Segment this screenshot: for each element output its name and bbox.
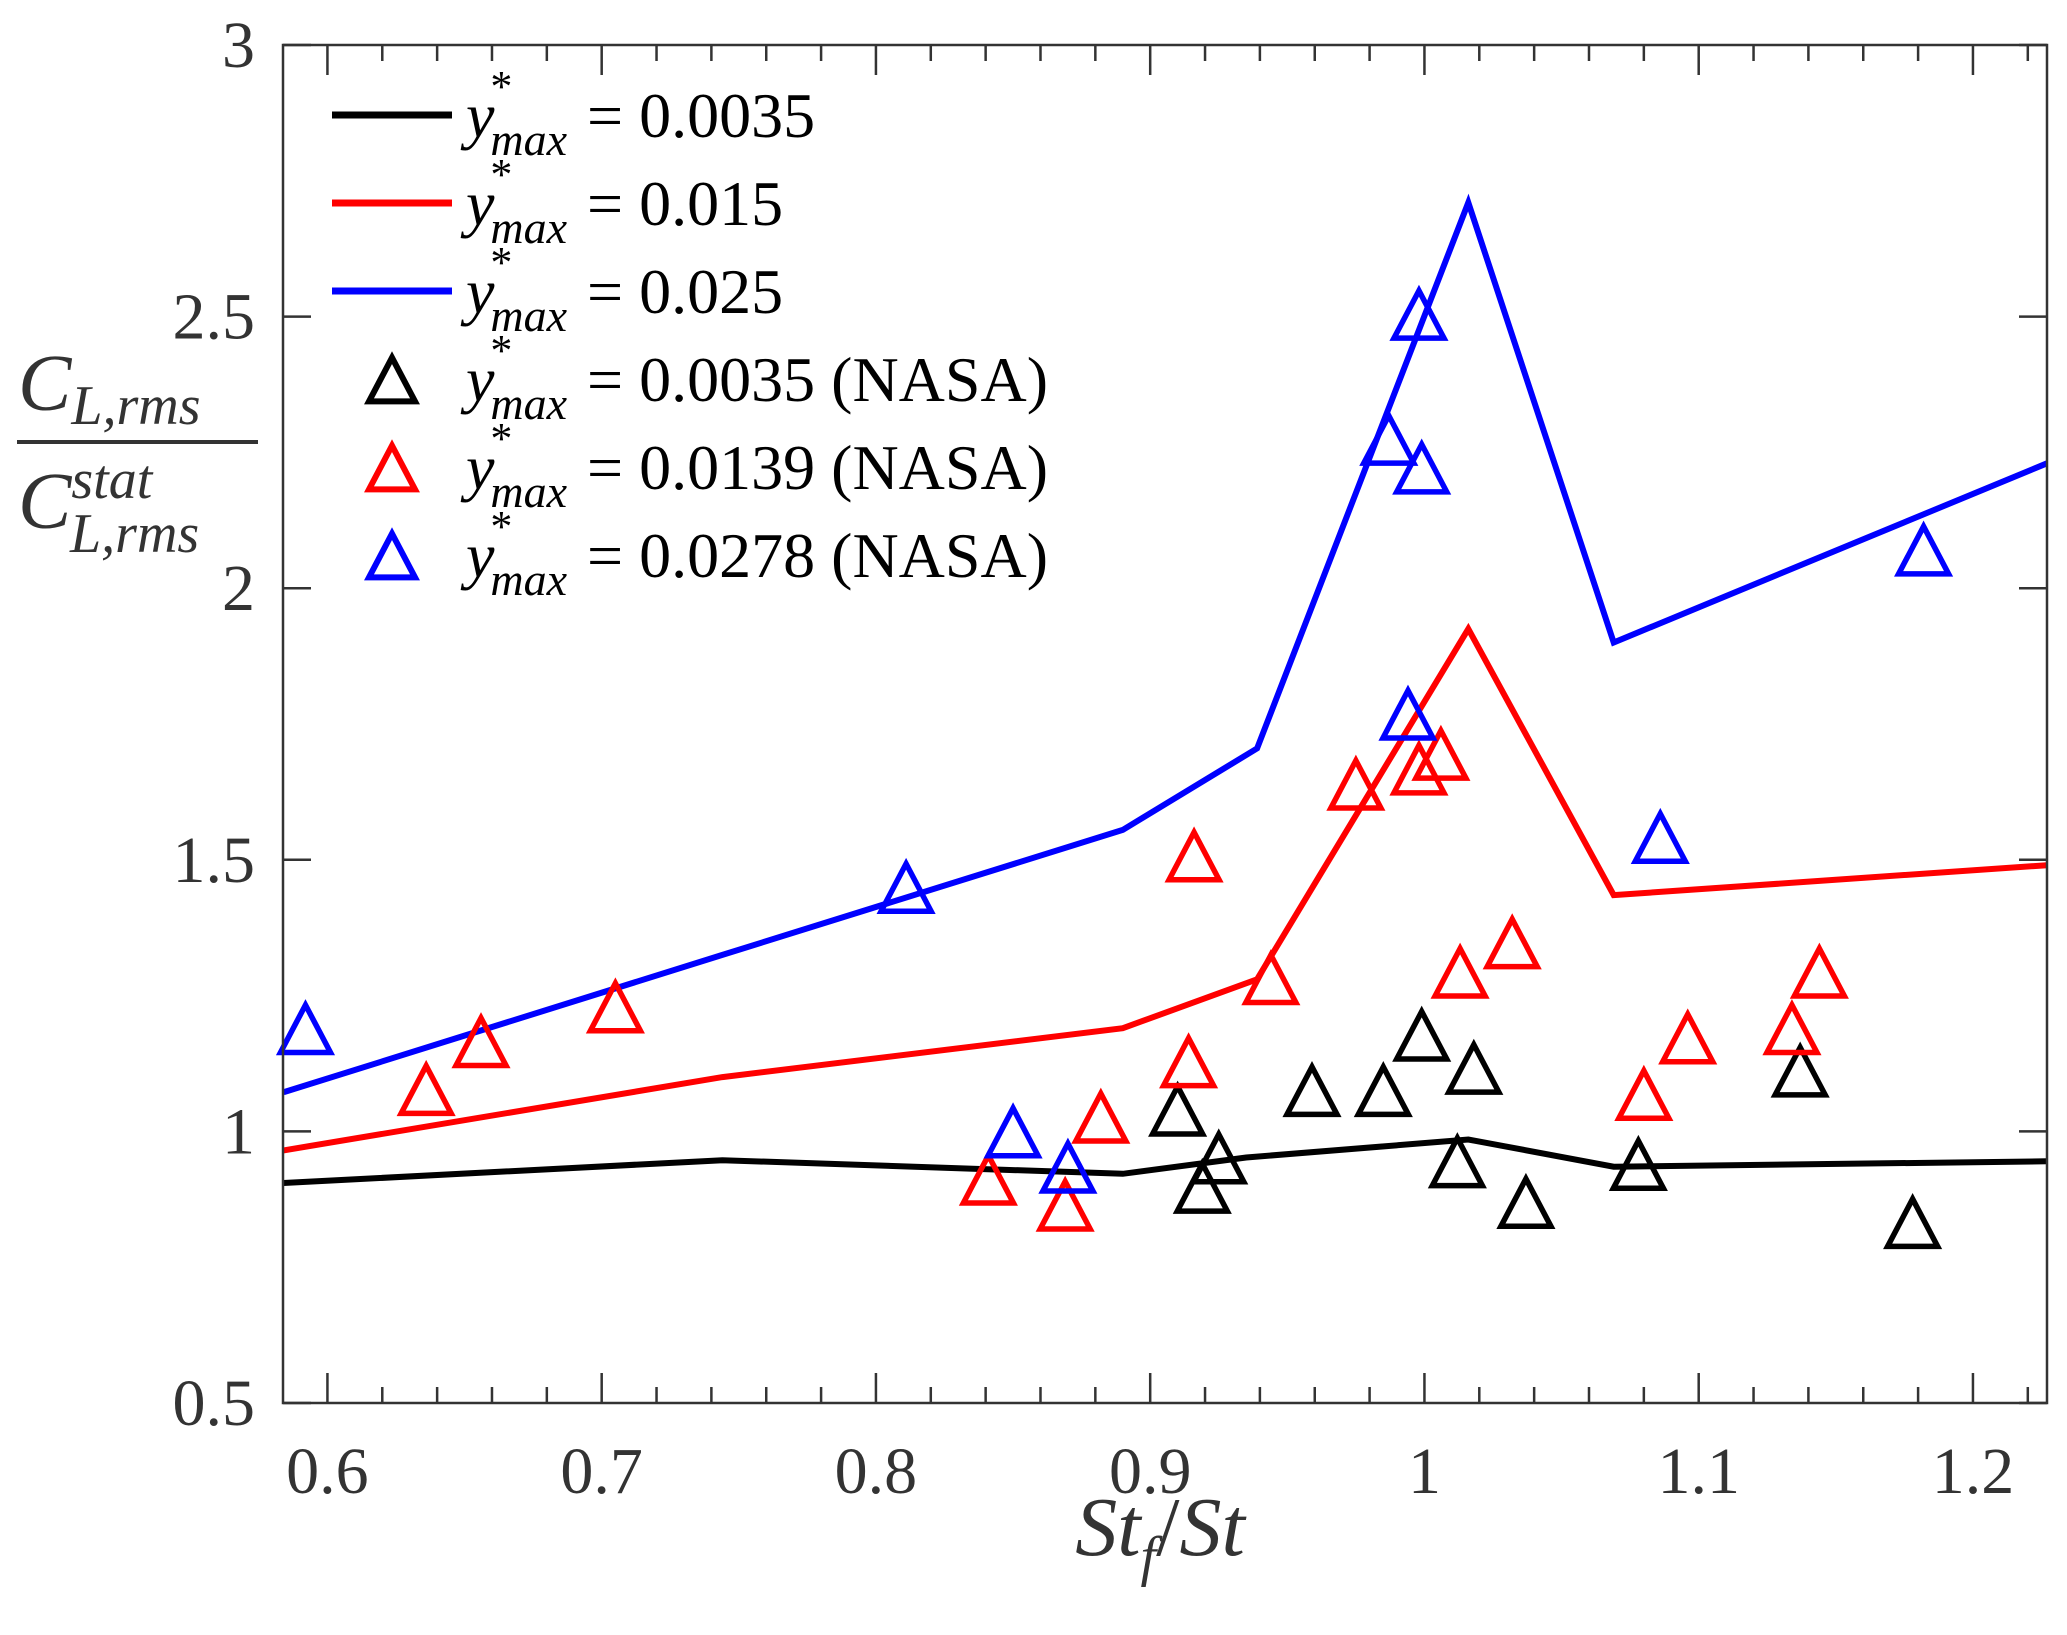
series-3-marker: [1172, 1157, 1232, 1214]
series-5-marker: [983, 1102, 1043, 1159]
y-tick-label: 3: [222, 9, 255, 82]
series-3-marker: [1392, 1005, 1452, 1062]
x-tick-label: 1.1: [1657, 1435, 1740, 1508]
legend-triangle-swatch: [364, 351, 420, 405]
x-tick-label: 0.8: [835, 1435, 918, 1508]
series-5-marker: [1378, 684, 1438, 741]
legend-item: y* max = 0.0035: [332, 62, 815, 165]
y-axis-label-denominator: Cstat: [18, 449, 154, 546]
x-tick-label: 0.6: [286, 1435, 369, 1508]
series-5-marker: [1038, 1137, 1098, 1194]
x-axis-label: Stf/St: [1075, 1481, 1247, 1588]
x-tick-label: 0.7: [560, 1435, 643, 1508]
legend-item: y* max = 0.0278 (NASA): [364, 502, 1048, 605]
series-4-marker: [1241, 949, 1301, 1006]
y-tick-label: 1.5: [173, 824, 256, 897]
series-4-marker: [585, 977, 645, 1034]
series-4-marker: [1658, 1008, 1718, 1065]
y-tick-label: 2: [222, 552, 255, 625]
y-tick-label: 0.5: [173, 1367, 256, 1440]
legend-item: y* max = 0.025: [332, 238, 783, 341]
series-4-marker: [1159, 1032, 1219, 1089]
y-tick-label: 2.5: [173, 281, 256, 354]
series-3-marker: [1444, 1038, 1504, 1095]
y-axis-label-numerator: CL,rms: [18, 340, 201, 437]
y-tick-label: 1: [222, 1095, 255, 1168]
series-4-marker: [1164, 826, 1224, 883]
x-tick-label: 1: [1408, 1435, 1441, 1508]
plot-markers: [275, 284, 1954, 1250]
series-4-marker: [1389, 739, 1449, 796]
legend-label: y* max = 0.025: [460, 238, 783, 341]
series-4-marker: [1762, 999, 1822, 1056]
legend-item: y* max = 0.015: [332, 150, 783, 253]
y-axis-label-denominator-subscript: L,rms: [69, 503, 199, 565]
x-tick-label: 0.9: [1109, 1435, 1192, 1508]
legend-triangle-swatch: [364, 527, 420, 581]
series-5-marker: [1630, 807, 1690, 865]
x-tick-label: 1.2: [1932, 1435, 2015, 1508]
series-line-0: [283, 1136, 2048, 1186]
series-4-marker: [1035, 1175, 1095, 1232]
series-5-marker: [1389, 284, 1449, 341]
x-ticks: 0.6 0.7 0.8 0.9 1 1.1 1.2: [286, 45, 2030, 1508]
series-3-marker: [1353, 1061, 1413, 1118]
legend-label: y* max = 0.0035: [460, 62, 815, 165]
series-4-marker: [1614, 1064, 1674, 1121]
series-4-marker: [1482, 913, 1542, 970]
series-4-marker: [1326, 754, 1386, 811]
series-3-marker: [1189, 1128, 1249, 1185]
plot-frame: [281, 43, 2049, 1405]
series-5-marker: [876, 857, 936, 915]
series-3-marker: [1608, 1134, 1668, 1192]
legend-label: y* max = 0.0035 (NASA): [460, 326, 1048, 429]
series-4-marker: [1071, 1087, 1131, 1144]
legend-item: y* max = 0.0035 (NASA): [364, 326, 1048, 429]
series-4-marker: [958, 1149, 1018, 1206]
axes: 0.6 0.7 0.8 0.9 1 1.1 1.2 0.5 1 1.5 2 2.5 3: [173, 9, 2049, 1508]
legend-triangle-swatch: [364, 439, 420, 493]
series-3-marker: [1496, 1172, 1556, 1230]
series-5-marker: [1894, 520, 1954, 577]
series-3-marker: [1148, 1080, 1208, 1137]
y-ticks: 0.5 1 1.5 2 2.5 3: [173, 9, 2047, 1440]
legend-label: y* max = 0.0278 (NASA): [460, 502, 1048, 605]
series-3-marker: [1282, 1061, 1342, 1118]
series-4-marker: [396, 1059, 456, 1117]
series-3-marker: [1427, 1132, 1487, 1189]
legend-label: y* max = 0.0139 (NASA): [460, 414, 1048, 517]
series-5-marker: [275, 999, 336, 1056]
series-3-marker: [1770, 1041, 1830, 1098]
series-line-2: [282, 193, 2049, 1096]
series-5-marker: [1359, 409, 1419, 466]
series-3-marker: [1883, 1193, 1943, 1250]
legend-label: y* max = 0.015: [460, 150, 783, 253]
series-4-marker: [1430, 942, 1490, 999]
series-4-marker: [1411, 724, 1471, 781]
series-4-marker: [1789, 942, 1849, 999]
y-axis-label: CL,rms Cstat L,rms: [17, 340, 258, 565]
series-5-marker: [1392, 438, 1452, 495]
legend-item: y* max = 0.0139 (NASA): [364, 414, 1048, 517]
series-4-marker: [451, 1012, 511, 1069]
